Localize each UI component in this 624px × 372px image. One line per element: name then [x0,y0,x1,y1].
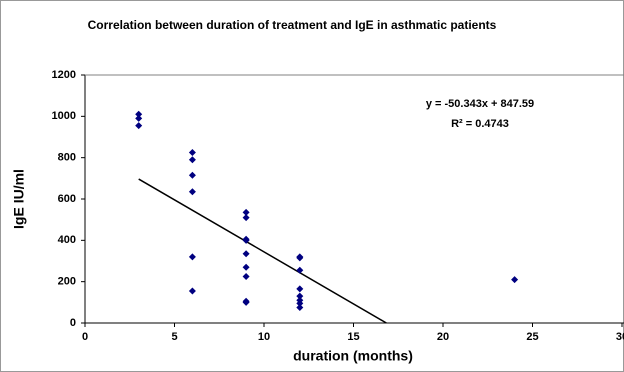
data-point [135,122,143,130]
chart-title: Correlation between duration of treatmen… [87,18,497,32]
x-tick-label: 0 [82,331,88,343]
y-tick-label: 1200 [52,69,76,81]
data-point [296,266,304,274]
y-tick-label: 600 [58,193,76,205]
x-tick-label: 15 [347,331,359,343]
data-point [188,149,196,156]
x-tick-label: 5 [171,331,177,343]
data-point [135,110,143,118]
y-tick-label: 400 [58,234,76,246]
data-point [242,273,250,280]
data-point [296,285,304,293]
data-point [242,250,250,258]
data-point [296,304,304,311]
x-tick-label: 20 [437,331,449,343]
data-point [296,292,304,300]
trendline-equation: y = -50.343x + 847.59 [426,98,534,110]
data-point [135,114,143,122]
data-point [296,299,304,307]
data-point [296,254,304,262]
y-tick-label: 1000 [52,110,76,122]
x-axis-title: duration (months) [293,348,413,364]
data-point [242,298,250,306]
data-point [188,171,196,179]
x-tick-label: 10 [258,331,270,343]
x-tick-label: 25 [526,331,538,343]
trendline [138,178,387,324]
trendline-r-squared: R² = 0.4743 [451,118,509,130]
data-point [511,276,519,284]
data-point [188,287,196,295]
data-point [242,214,250,222]
y-tick-label: 0 [70,317,76,329]
data-point [242,236,250,244]
data-point [188,156,196,164]
data-point [188,253,196,261]
y-axis-title: IgE IU/ml [11,169,27,229]
x-tick-label: 30 [616,331,624,343]
y-tick-label: 200 [58,276,76,288]
data-point [188,188,196,196]
data-point [242,208,250,216]
y-tick-label: 800 [58,152,76,164]
data-point [242,263,250,271]
